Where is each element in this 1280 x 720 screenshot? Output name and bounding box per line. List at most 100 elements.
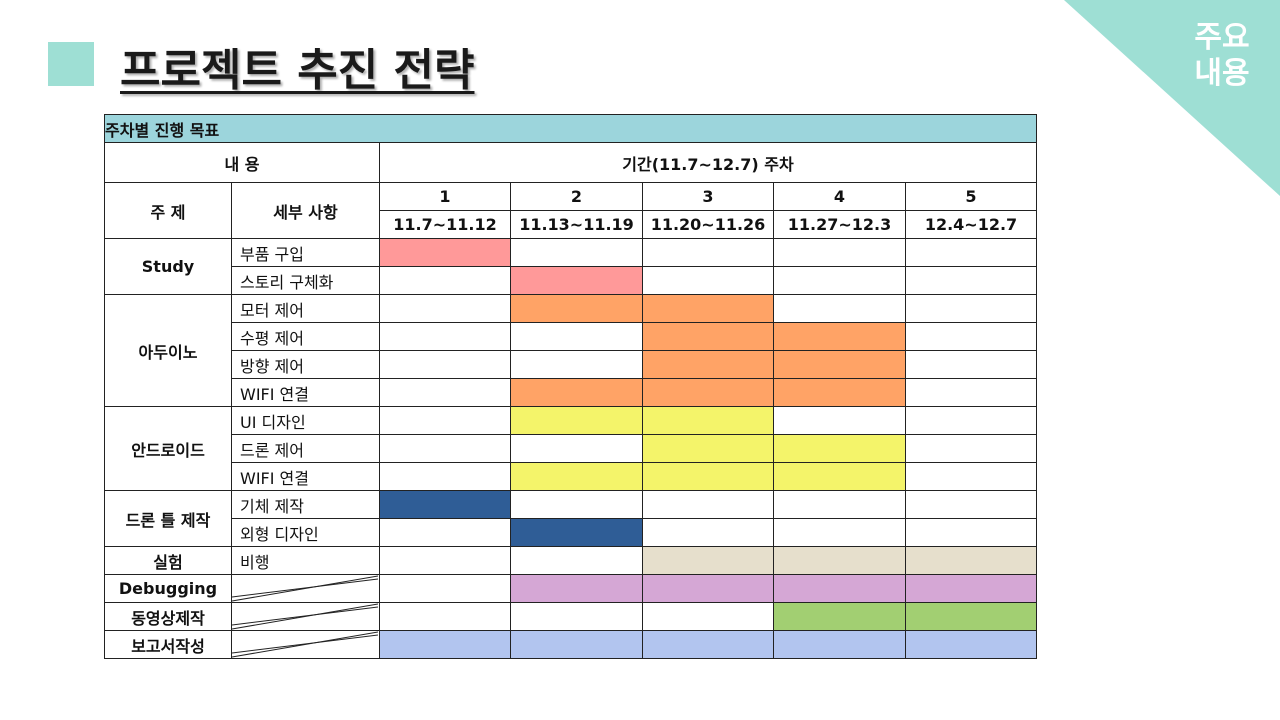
week-range: 12.4~12.7 [905, 210, 1037, 239]
schedule-bar [642, 294, 774, 323]
schedule-bar [510, 266, 643, 295]
schedule-bar [905, 630, 1037, 659]
table-caption: 주차별 진행 목표 [104, 114, 1037, 143]
schedule-cell [773, 406, 906, 435]
schedule-cell [905, 266, 1037, 295]
schedule-cell [905, 378, 1037, 407]
schedule-bar [642, 574, 774, 603]
detail-cell: 드론 제어 [231, 434, 380, 463]
empty-detail-cell [231, 574, 380, 603]
schedule-bar [773, 322, 906, 351]
schedule-body: Study 부품 구입 스토리 구체화 아두이노 모터 제어 수평 제어 방향 제어 WIFI… [104, 238, 1037, 659]
detail-header: 세부 사항 [231, 182, 380, 239]
schedule-row: 스토리 구체화 [105, 266, 1037, 295]
schedule-bar [510, 294, 643, 323]
empty-detail-cell [231, 630, 380, 659]
schedule-bar [510, 378, 643, 407]
schedule-bar [510, 630, 643, 659]
schedule-bar [642, 434, 774, 463]
schedule-cell [905, 322, 1037, 351]
schedule-cell [773, 266, 906, 295]
topic-cell: 보고서작성 [104, 630, 232, 659]
schedule-row: 실험 비행 [104, 546, 1037, 575]
schedule-cell [905, 350, 1037, 379]
schedule-bar [773, 546, 906, 575]
detail-cell: UI 디자인 [231, 406, 380, 435]
schedule-bar [773, 602, 906, 631]
detail-cell: WIFI 연결 [231, 462, 380, 491]
schedule-cell [379, 406, 511, 435]
schedule-cell [510, 546, 643, 575]
schedule-bar [773, 350, 906, 379]
detail-cell: 부품 구입 [231, 238, 380, 267]
schedule-cell [379, 518, 511, 547]
schedule-cell [510, 238, 643, 267]
schedule-cell [510, 322, 643, 351]
detail-cell: 비행 [231, 546, 380, 575]
schedule-bar [642, 462, 774, 491]
week-range: 11.7~11.12 [379, 210, 511, 239]
schedule-bar [510, 462, 643, 491]
schedule-row: 외형 디자인 [105, 518, 1037, 547]
schedule-cell [379, 266, 511, 295]
week-number: 1 [379, 182, 511, 211]
schedule-row: 아두이노 모터 제어 [104, 294, 1037, 407]
detail-cell: 모터 제어 [231, 294, 380, 323]
week-range: 11.20~11.26 [642, 210, 774, 239]
topic-cell: 실험 [104, 546, 232, 575]
topic-cell: 동영상제작 [104, 602, 232, 631]
schedule-row: 방향 제어 [105, 350, 1037, 379]
schedule-cell [510, 350, 643, 379]
schedule-cell [773, 490, 906, 519]
schedule-bar [642, 378, 774, 407]
schedule-cell [905, 238, 1037, 267]
schedule-cell [510, 490, 643, 519]
schedule-bar [642, 546, 774, 575]
schedule-cell [510, 434, 643, 463]
detail-cell: 방향 제어 [231, 350, 380, 379]
schedule-cell [379, 350, 511, 379]
content-header: 내 용 [104, 142, 380, 183]
schedule-cell [379, 602, 511, 631]
detail-cell: 수평 제어 [231, 322, 380, 351]
schedule-bar [379, 490, 511, 519]
schedule-cell [642, 238, 774, 267]
schedule-row: Study 부품 구입 [104, 238, 1037, 295]
schedule-cell [379, 574, 511, 603]
schedule-cell [379, 294, 511, 323]
corner-label: 주요 내용 [1182, 20, 1262, 92]
schedule-row: 수평 제어 [105, 322, 1037, 351]
schedule-bar [379, 238, 511, 267]
schedule-row: WIFI 연결 [105, 378, 1037, 407]
week-number: 2 [510, 182, 643, 211]
schedule-bar [773, 462, 906, 491]
schedule-row: WIFI 연결 [105, 462, 1037, 491]
schedule-cell [510, 602, 643, 631]
schedule-bar [905, 546, 1037, 575]
schedule-bar [379, 630, 511, 659]
detail-cell: 기체 제작 [231, 490, 380, 519]
topic-cell: 아두이노 [104, 294, 232, 407]
slide-title: 프로젝트 추진 전략 [120, 45, 475, 96]
week-number: 4 [773, 182, 906, 211]
schedule-bar [510, 574, 643, 603]
schedule-cell [379, 322, 511, 351]
schedule-cell [642, 602, 774, 631]
schedule-cell [905, 490, 1037, 519]
detail-cell: WIFI 연결 [231, 378, 380, 407]
schedule-bar [905, 574, 1037, 603]
schedule-cell [379, 378, 511, 407]
schedule-cell [773, 518, 906, 547]
topic-cell: Study [104, 238, 232, 295]
empty-detail-cell [231, 602, 380, 631]
schedule-cell [379, 546, 511, 575]
schedule-cell [642, 266, 774, 295]
title-marker [48, 42, 94, 86]
schedule-cell [379, 462, 511, 491]
week-number: 3 [642, 182, 774, 211]
schedule-bar [642, 630, 774, 659]
schedule-bar [642, 322, 774, 351]
schedule-row: 안드로이드 UI 디자인 [104, 406, 1037, 491]
week-range: 11.13~11.19 [510, 210, 643, 239]
schedule-bar [510, 518, 643, 547]
